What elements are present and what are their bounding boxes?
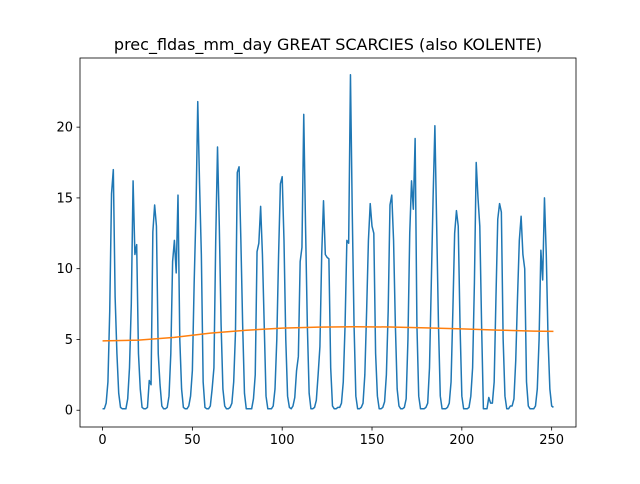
x-tick-label: 50	[184, 433, 201, 448]
plot-frame	[79, 57, 577, 428]
x-tick-label: 100	[270, 433, 295, 448]
y-tick-label: 10	[56, 262, 73, 277]
y-tick-label: 20	[56, 121, 73, 136]
x-tick-label: 250	[539, 433, 564, 448]
data-line	[102, 74, 554, 410]
y-tick-label: 5	[65, 333, 73, 348]
y-tick-label: 15	[56, 191, 73, 206]
data-line	[102, 325, 554, 342]
chart-title: prec_fldas_mm_day GREAT SCARCIES (also K…	[114, 35, 542, 55]
y-tick-label: 0	[65, 404, 73, 419]
x-tick-label: 150	[360, 433, 385, 448]
x-tick-label: 200	[449, 433, 474, 448]
x-tick-label: 0	[98, 433, 106, 448]
